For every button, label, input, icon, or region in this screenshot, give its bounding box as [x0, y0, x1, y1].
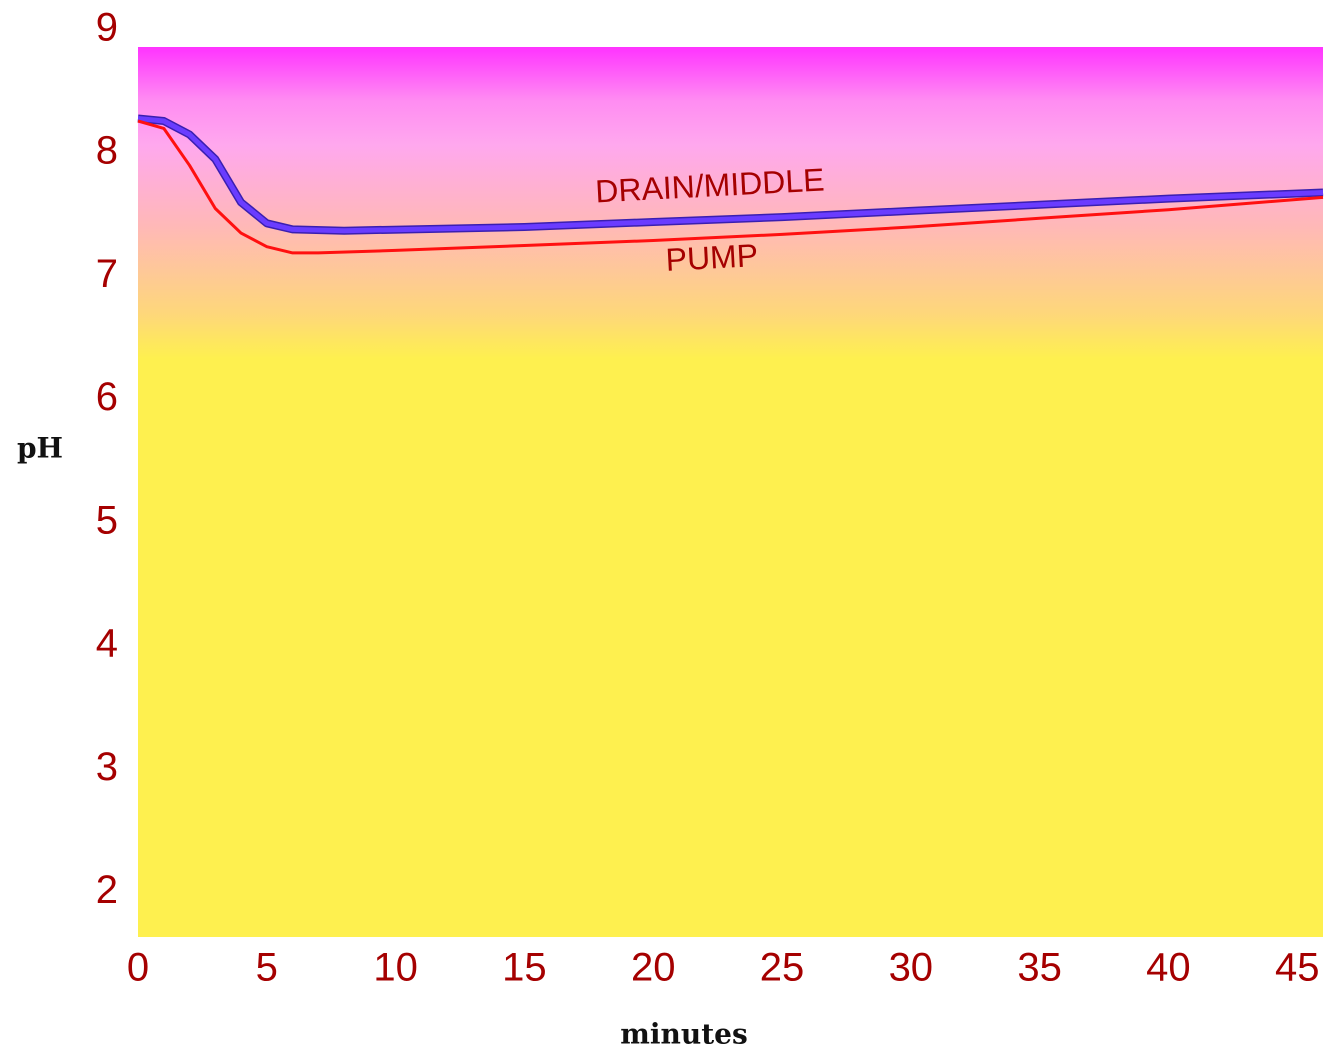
y-tick-label: 9 [96, 5, 118, 49]
y-tick-label: 8 [96, 129, 118, 173]
x-tick-label: 0 [127, 946, 149, 990]
x-tick-label: 40 [1146, 946, 1191, 990]
x-tick-label: 15 [502, 946, 547, 990]
x-tick-label: 20 [631, 946, 676, 990]
x-tick-label: 5 [256, 946, 278, 990]
series-label: PUMP [665, 237, 759, 278]
y-tick-label: 4 [96, 622, 118, 666]
series-line [137, 119, 1324, 255]
x-tick-label: 35 [1017, 946, 1062, 990]
y-axis-label: pH [17, 432, 63, 465]
series-line [137, 116, 1324, 234]
plot-background [138, 47, 1323, 937]
y-tick-label: 3 [96, 745, 118, 789]
x-tick-label: 10 [373, 946, 418, 990]
x-axis-label: minutes [620, 1018, 748, 1051]
y-tick-label: 7 [96, 252, 118, 296]
x-tick-label: 30 [889, 946, 934, 990]
x-tick-label: 25 [760, 946, 805, 990]
y-tick-label: 2 [96, 868, 118, 912]
y-tick-label: 6 [96, 375, 118, 419]
y-tick-label: 5 [96, 498, 118, 542]
x-tick-label: 45 [1275, 946, 1320, 990]
